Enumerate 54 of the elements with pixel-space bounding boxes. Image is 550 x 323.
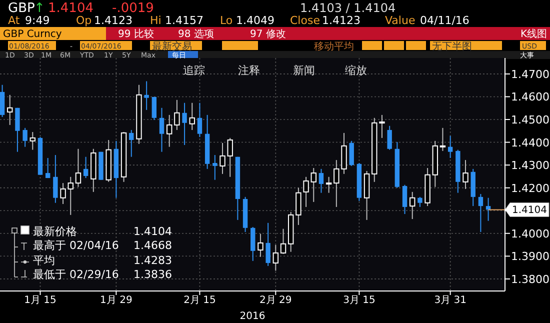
x-tick-label: 1月 29 xyxy=(100,295,132,306)
annotation: 新闻 xyxy=(293,64,315,77)
annotation: 追踪 xyxy=(183,64,205,77)
x-tick-label: 3月 15 xyxy=(343,295,376,306)
text: Hi xyxy=(150,14,162,27)
text: 04/11/16 xyxy=(420,14,470,27)
annotation: 1.3836 xyxy=(134,268,172,281)
text: 9:49 xyxy=(25,14,50,27)
annotation: 最新价格 xyxy=(33,225,77,238)
text: GBP Curncy xyxy=(3,29,62,40)
text: Close xyxy=(290,14,320,27)
text: GBP xyxy=(8,1,35,16)
annotation: 缩放 xyxy=(345,64,367,77)
text: 1.4157 xyxy=(165,14,204,27)
text: 1.4123 xyxy=(94,14,132,27)
x-tick-label: 2月 29 xyxy=(260,295,292,306)
text: 1.4123 xyxy=(322,14,360,27)
text: 1.4049 xyxy=(236,14,274,27)
annotation: 最低于 02/29/16 xyxy=(33,268,119,281)
text: 1.4103 / 1.4104 xyxy=(300,1,396,15)
x-tick-label: 2月 15 xyxy=(184,295,216,306)
y-tick-label: 1.4500 xyxy=(511,113,550,126)
y-tick-label: 1.4600 xyxy=(511,90,550,104)
text: -.0019 xyxy=(112,1,154,16)
x-tick-label: 1月 15 xyxy=(24,295,56,306)
annotation: 1.4104 xyxy=(134,225,172,238)
y-tick-label: 1.4700 xyxy=(511,68,550,81)
text: 最新交易 xyxy=(152,40,192,52)
y-tick-label: 1.4300 xyxy=(511,159,550,172)
text: 移动平均 xyxy=(314,40,354,52)
text: 97 修改 xyxy=(250,29,286,40)
ref-line-label: 1.4104 xyxy=(512,205,547,216)
text: ↑ xyxy=(34,1,45,16)
text: 无下半图 xyxy=(432,40,472,52)
y-tick-label: 1.3900 xyxy=(511,250,550,264)
text: At xyxy=(8,14,20,27)
text: 99 比较 xyxy=(118,28,154,40)
y-tick-label: 1.3800 xyxy=(511,272,550,286)
y-tick-label: 1.4400 xyxy=(511,136,550,150)
annotation: 平均 xyxy=(33,254,55,267)
text: 98 选项 xyxy=(178,28,214,40)
y-tick-label: 1.4200 xyxy=(511,182,550,195)
y-tick-label: 1.4000 xyxy=(511,227,550,240)
annotation: 注释 xyxy=(238,64,260,77)
annotation: 1.4668 xyxy=(134,239,172,252)
text: Value xyxy=(385,14,416,27)
text: Op xyxy=(76,14,92,27)
annotation: 最高于 02/04/16 xyxy=(33,239,119,252)
x-tick-label: 3月 31 xyxy=(434,295,466,306)
text: Lo xyxy=(220,14,233,27)
x-axis-title: 2016 xyxy=(240,311,266,322)
text: 1.4104 xyxy=(48,1,94,16)
text: K线图 xyxy=(520,28,547,40)
annotation: 1.4283 xyxy=(134,254,172,267)
